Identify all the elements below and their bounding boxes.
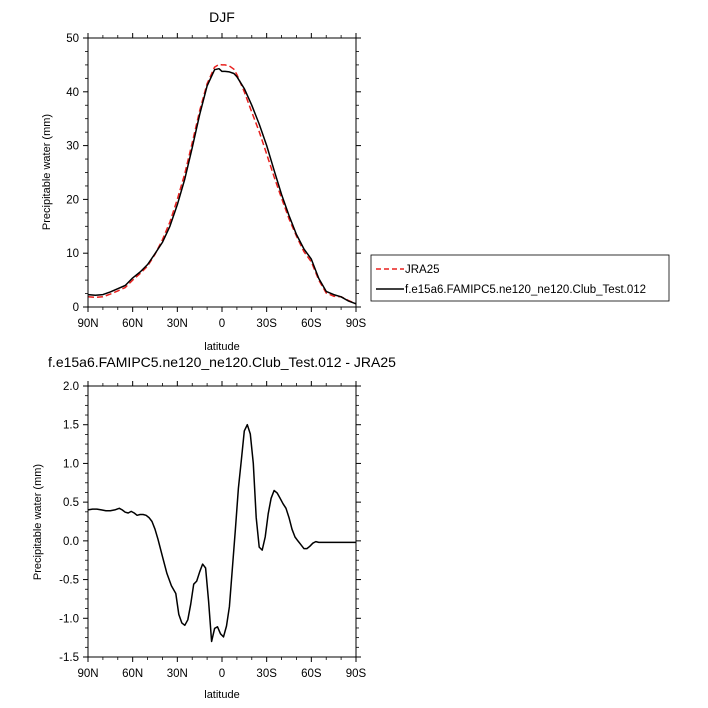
bottom-chart-ylabel: Precipitable water (mm): [32, 464, 44, 580]
bottom-chart-title: f.e15a6.FAMIPC5.ne120_ne120.Club_Test.01…: [48, 354, 396, 370]
bottom-chart-xtick-label: 0: [219, 668, 225, 680]
bottom-chart-xtick-label: 60S: [301, 668, 322, 680]
bottom-chart-xtick-label: 60N: [122, 668, 143, 680]
top-chart-xtick-label: 60S: [301, 318, 322, 330]
bottom-chart-ytick-label: 2.0: [63, 381, 79, 393]
bottom-chart-xtick-label: 30N: [167, 668, 188, 680]
legend: JRA25 f.e15a6.FAMIPC5.ne120_ne120.Club_T…: [370, 254, 670, 302]
top-chart-ytick-label: 0: [73, 302, 79, 314]
legend-label-model: f.e15a6.FAMIPC5.ne120_ne120.Club_Test.01…: [405, 284, 646, 296]
top-chart-ytick-label: 20: [66, 194, 79, 206]
top-chart-title: DJF: [209, 9, 235, 25]
top-chart-xlabel: latitude: [204, 341, 239, 353]
bottom-chart-series-line-0: [87, 423, 356, 643]
bottom-chart-xlabel: latitude: [204, 689, 239, 701]
top-chart: DJF Precipitable water (mm) latitude 90N…: [41, 9, 670, 353]
top-chart-xtick-label: 90S: [346, 318, 367, 330]
bottom-chart-ytick-label: -0.5: [59, 575, 79, 587]
top-chart-series-line-1: [87, 67, 357, 305]
bottom-chart-ytick-label: 0.5: [63, 497, 79, 509]
bottom-chart: f.e15a6.FAMIPC5.ne120_ne120.Club_Test.01…: [32, 354, 396, 701]
bottom-chart-xtick-label: 30S: [256, 668, 277, 680]
top-chart-frame: [87, 37, 357, 308]
bottom-chart-xtick-label: 90S: [346, 668, 367, 680]
bottom-chart-frame: [87, 385, 357, 658]
top-chart-xtick-label: 30N: [167, 318, 188, 330]
top-chart-xtick-label: 60N: [122, 318, 143, 330]
legend-box: [370, 254, 670, 302]
top-chart-ytick-label: 30: [66, 141, 79, 153]
top-chart-ytick-label: 40: [66, 87, 79, 99]
top-chart-ytick-label: 10: [66, 248, 79, 260]
top-chart-ytick-label: 50: [66, 33, 79, 45]
bottom-chart-ytick-label: -1.5: [59, 652, 79, 664]
bottom-chart-ytick-label: -1.0: [59, 613, 79, 625]
top-chart-xtick-label: 30S: [256, 318, 277, 330]
bottom-chart-ytick-label: 1.0: [63, 458, 79, 470]
top-chart-xtick-label: 90N: [77, 318, 98, 330]
bottom-chart-ytick-label: 0.0: [63, 536, 79, 548]
bottom-chart-xtick-label: 90N: [77, 668, 98, 680]
bottom-chart-ytick-label: 1.5: [63, 420, 79, 432]
top-chart-xtick-label: 0: [219, 318, 225, 330]
legend-label-jra25: JRA25: [405, 264, 440, 276]
top-chart-series-line-0: [87, 63, 357, 305]
top-chart-ylabel: Precipitable water (mm): [41, 114, 53, 230]
